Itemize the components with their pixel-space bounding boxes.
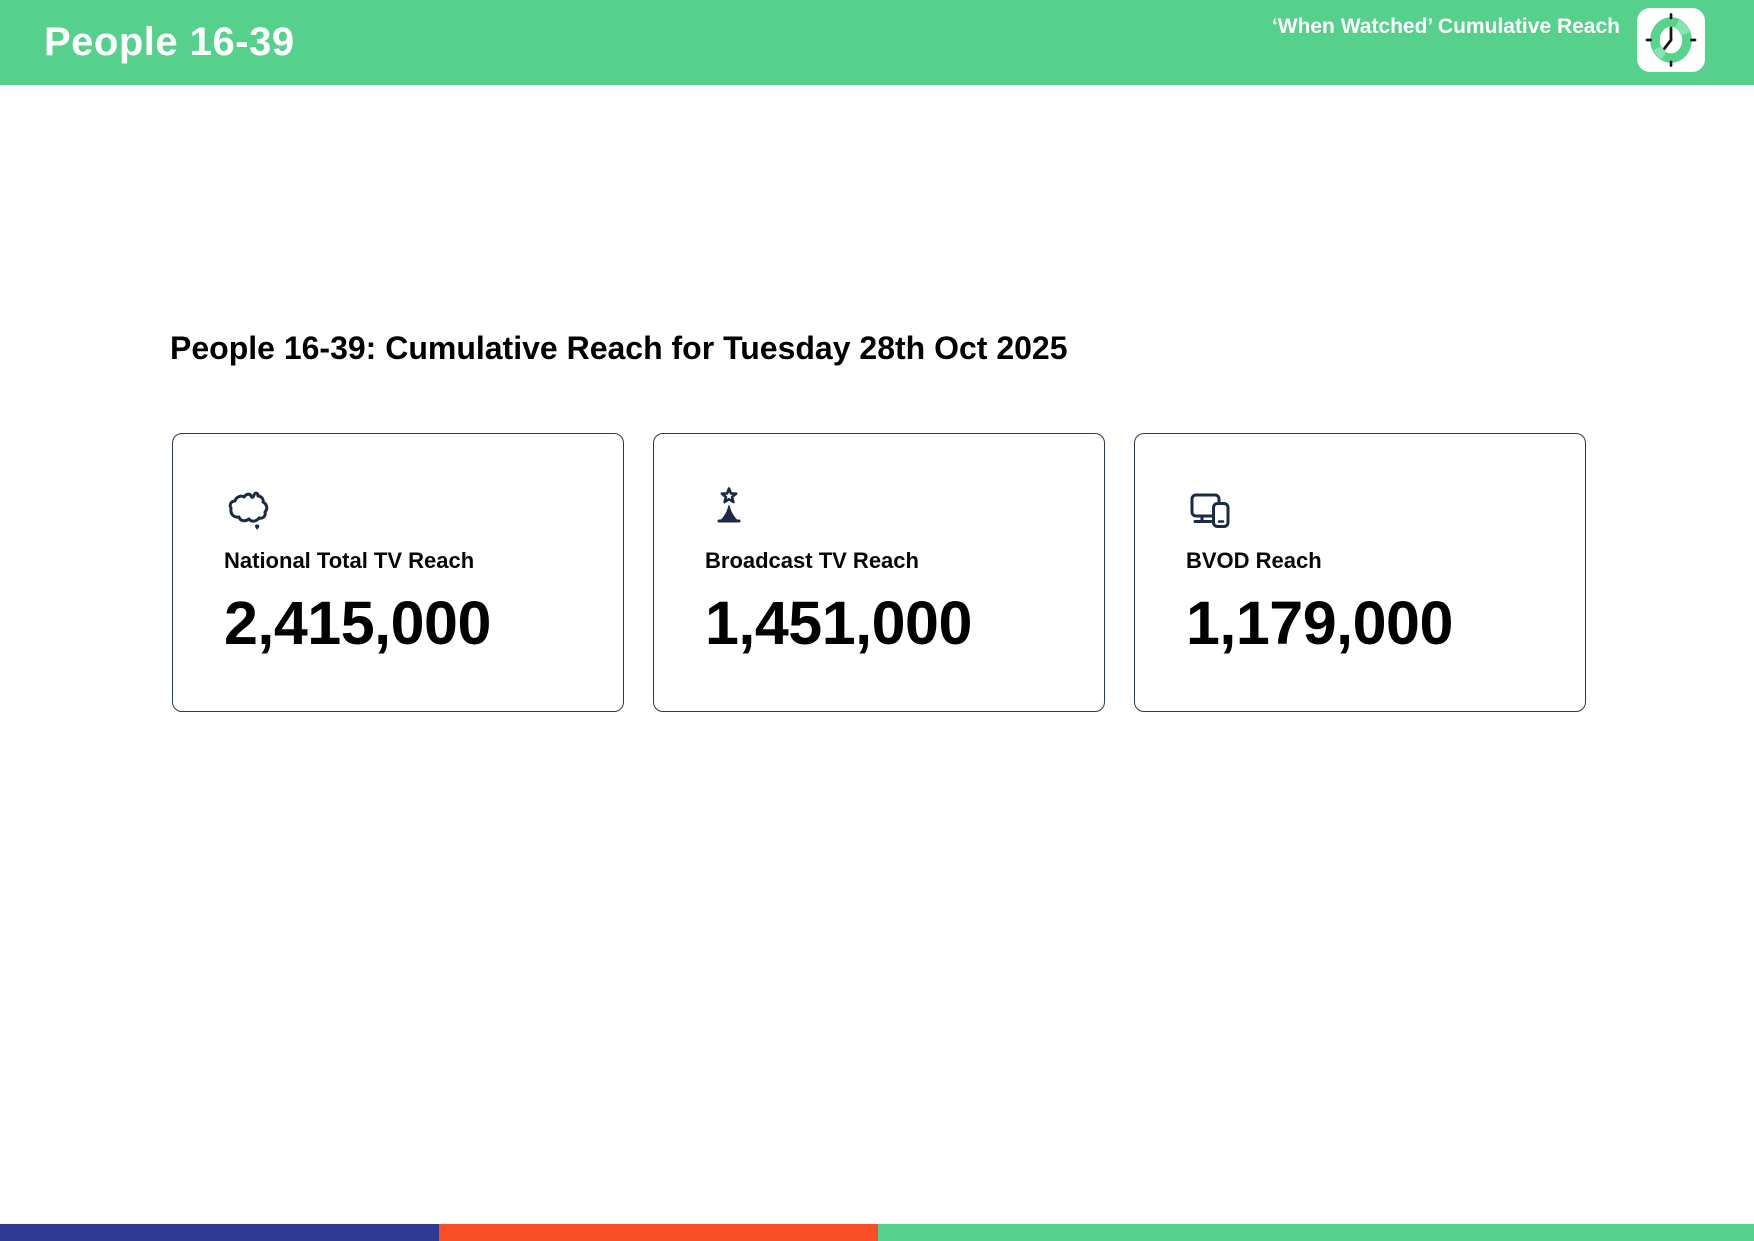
card-value: 2,415,000 [224, 589, 491, 657]
australia-map-icon [228, 491, 269, 530]
card-label: National Total TV Reach [224, 548, 475, 573]
clock-logo-icon [1637, 8, 1705, 72]
card-value: 1,451,000 [705, 589, 972, 657]
footer-segment-blue [0, 1224, 439, 1241]
header-right-group: ‘When Watched’ Cumulative Reach [1272, 0, 1705, 85]
header-bar: People 16-39 ‘When Watched’ Cumulative R… [0, 0, 1754, 85]
broadcast-tower-icon [717, 487, 741, 523]
page-title: People 16-39 [44, 20, 295, 64]
footer-brand-bar [0, 1224, 1754, 1241]
card-label: BVOD Reach [1186, 548, 1322, 573]
card-label: Broadcast TV Reach [705, 548, 919, 573]
card-national-total-tv-reach: National Total TV Reach 2,415,000 [172, 433, 624, 712]
kpi-cards-row: National Total TV Reach 2,415,000 Broadc… [172, 433, 1586, 712]
footer-segment-orange [439, 1224, 878, 1241]
header-subtitle: ‘When Watched’ Cumulative Reach [1271, 15, 1620, 38]
card-broadcast-tv-reach: Broadcast TV Reach 1,451,000 [653, 433, 1105, 712]
devices-icon [1190, 493, 1230, 528]
card-bvod-reach: BVOD Reach 1,179,000 [1134, 433, 1586, 712]
card-value: 1,179,000 [1186, 589, 1453, 657]
footer-segment-green [878, 1224, 1754, 1241]
report-heading: People 16-39: Cumulative Reach for Tuesd… [170, 330, 1068, 366]
